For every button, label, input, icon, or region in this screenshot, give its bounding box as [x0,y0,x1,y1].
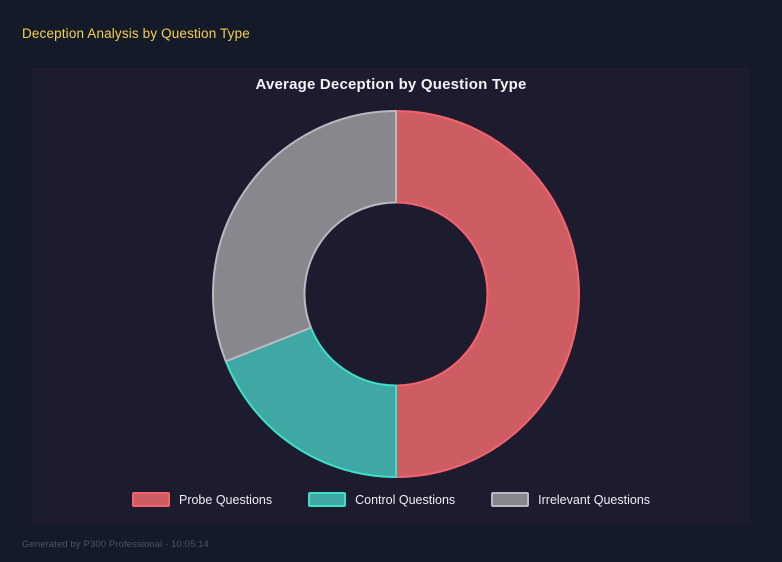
donut-slice[interactable] [395,110,580,478]
chart-panel: Average Deception by Question Type Probe… [32,68,750,523]
legend-swatch [491,492,530,507]
app-header: Deception Analysis by Question Type [0,0,782,68]
legend-swatch [131,492,170,507]
page-title: Deception Analysis by Question Type [22,26,250,41]
legend-swatch [308,492,347,507]
donut-slice[interactable] [224,326,397,478]
legend-item-label: Irrelevant Questions [538,492,651,507]
legend-item[interactable]: Irrelevant Questions [491,492,650,507]
donut-chart-svg [212,110,580,478]
donut-chart [32,68,750,523]
chart-title: Average Deception by Question Type [255,76,527,93]
legend-item-label: Control Questions [355,492,456,507]
chart-legend: Probe Questions Control Questions Irreleva… [32,492,750,507]
footer-note: Generated by P300 Professional - 10:05:1… [22,539,209,550]
legend-item[interactable]: Probe Questions [131,492,273,507]
donut-slice[interactable] [212,110,397,363]
legend-item-label: Probe Questions [178,492,273,507]
legend-item[interactable]: Control Questions [308,492,455,507]
